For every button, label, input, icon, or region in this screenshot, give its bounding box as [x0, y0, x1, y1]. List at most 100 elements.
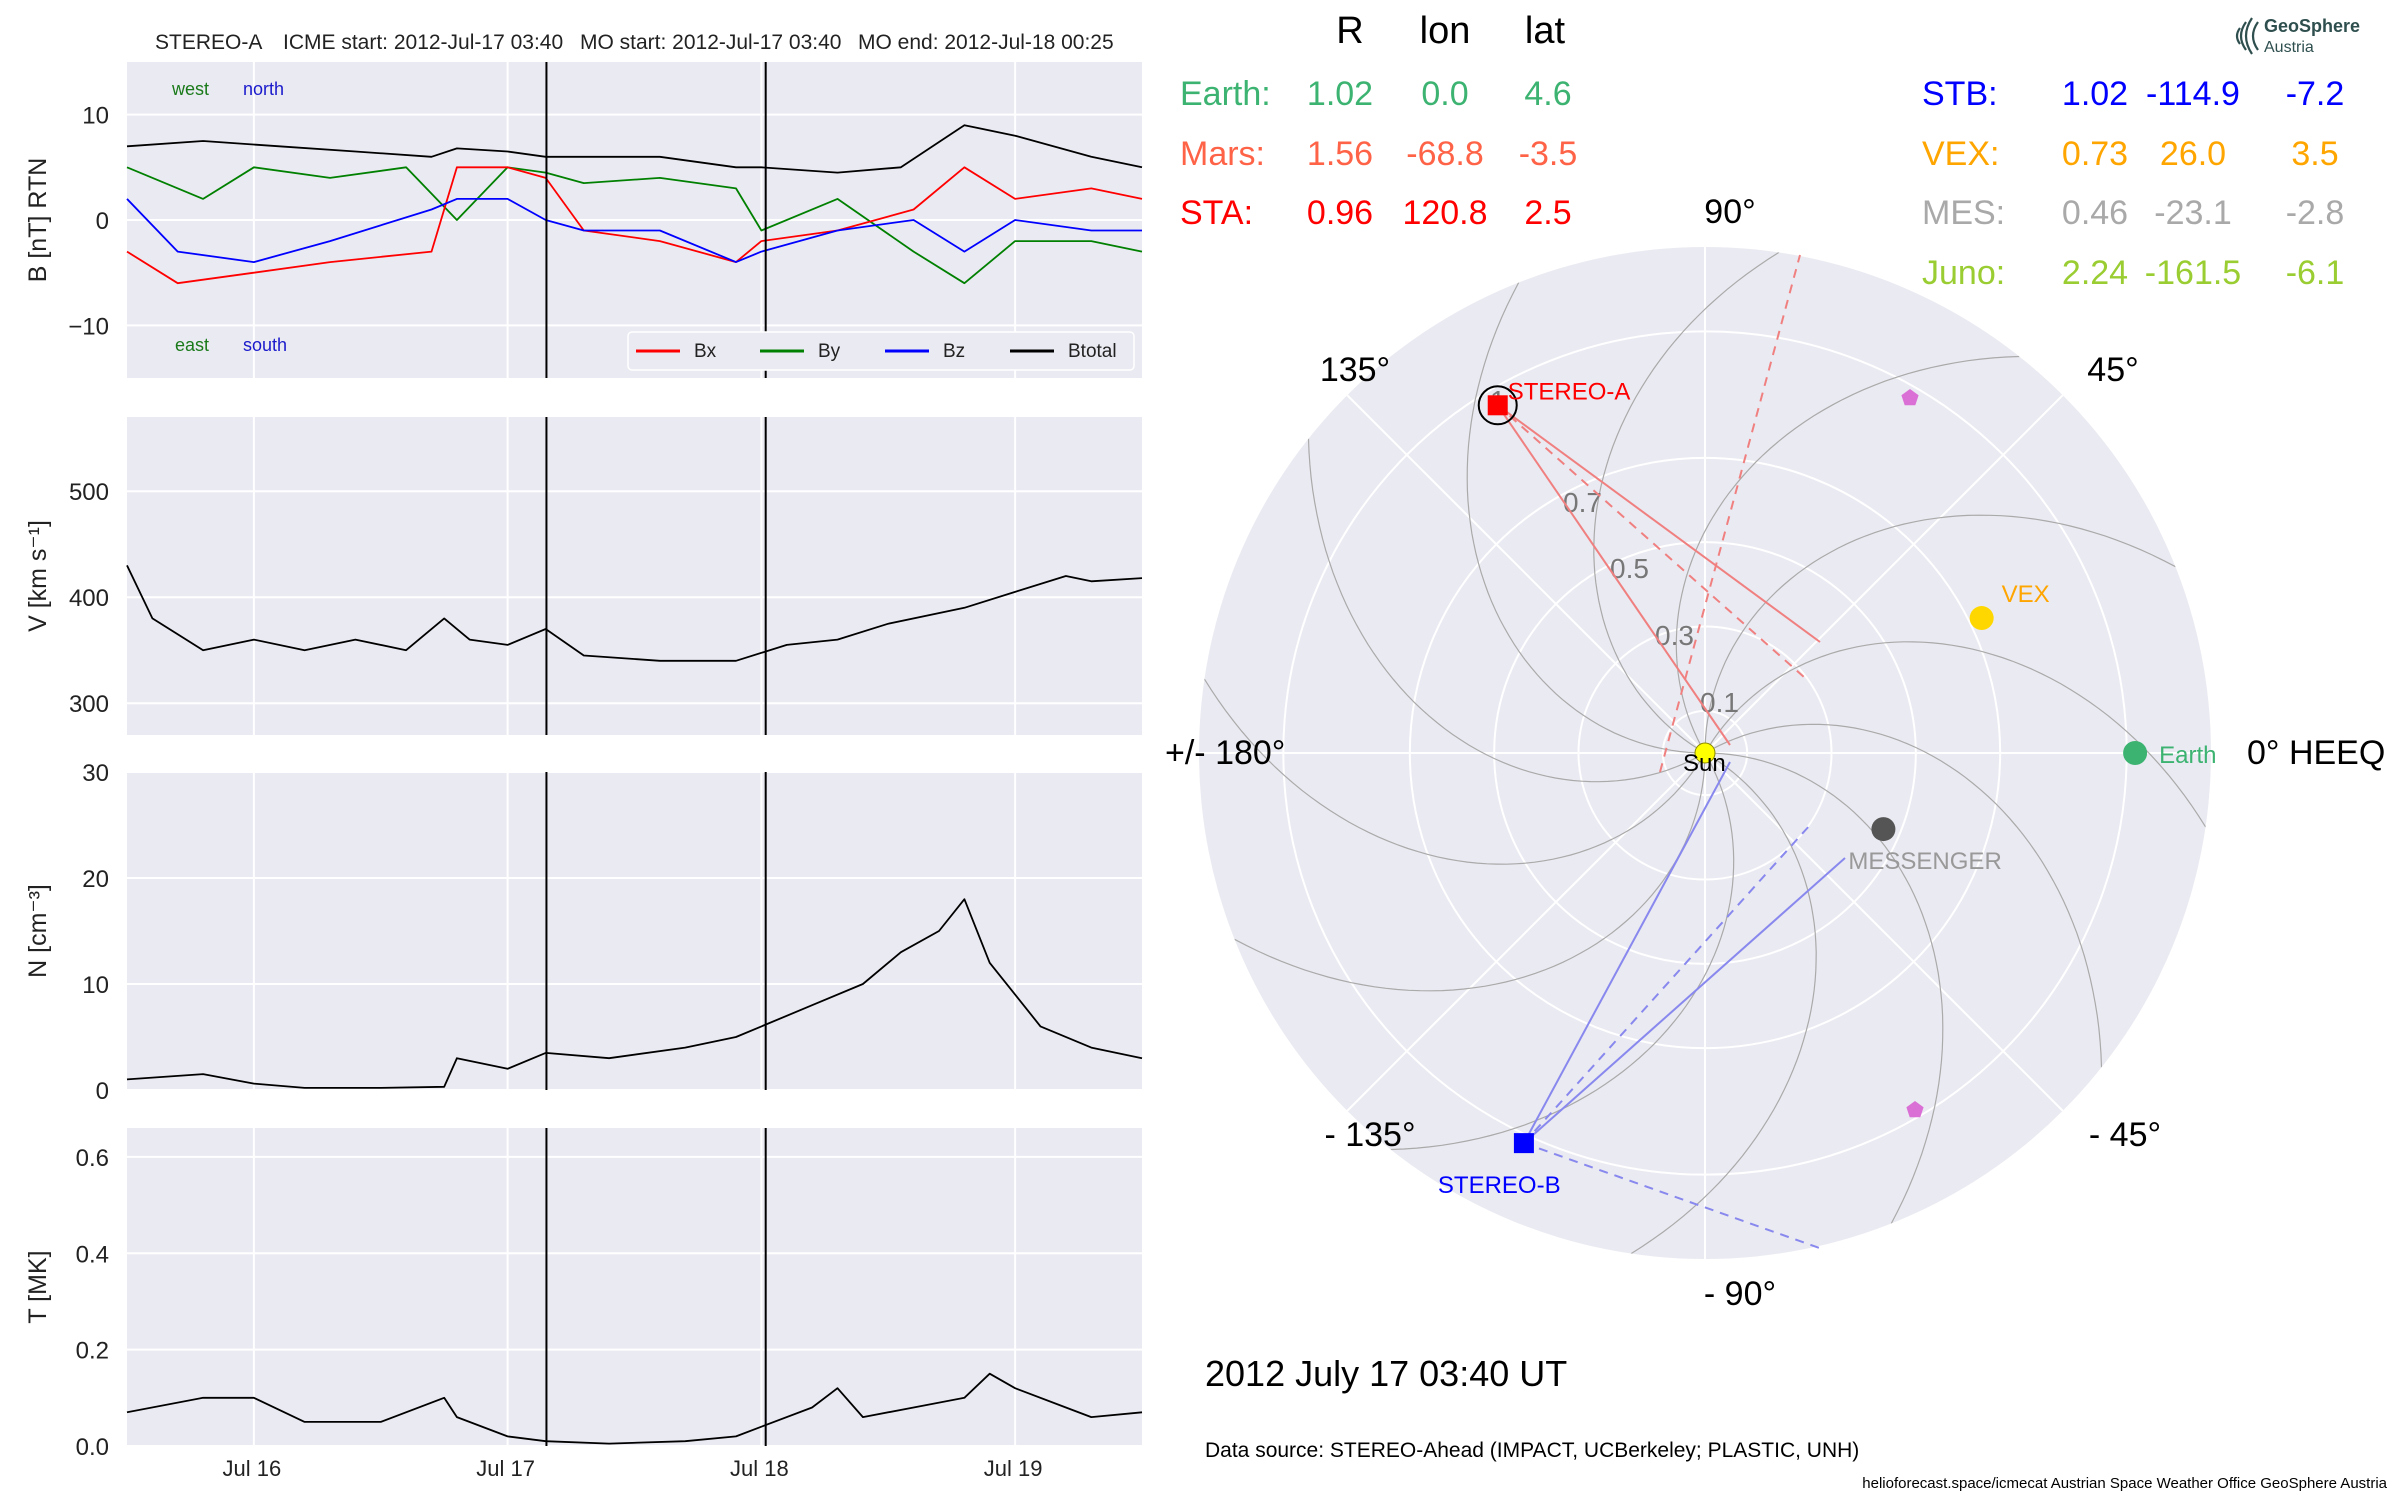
table-right-r: 2.24	[2062, 254, 2128, 292]
series-line-bx	[126, 166, 1143, 285]
table-left-lon: -68.8	[1406, 135, 1484, 173]
table-right-lat: -6.1	[2286, 254, 2345, 292]
body-marker-stereo-b	[1513, 1133, 1534, 1154]
table-right-name: VEX:	[1922, 135, 1999, 173]
header-mo-end: MO end: 2012-Jul-18 00:25	[858, 31, 1114, 54]
spiral-line	[1704, 641, 2207, 828]
juno-marker	[1906, 1101, 1924, 1118]
y-tick-label: 0	[96, 1078, 109, 1105]
table-right-lon: -23.1	[2154, 194, 2232, 232]
table-left-lat: 2.5	[1524, 194, 1571, 232]
annotation-north: north	[243, 79, 284, 99]
legend-box	[627, 331, 1135, 371]
spiral-line	[1203, 678, 1706, 865]
spiral-line	[1234, 752, 1706, 992]
series-line-btotal	[126, 124, 1143, 174]
angle-label: 45°	[2087, 351, 2138, 389]
panel-2: 500 400 300 V [km s⁻¹]	[24, 417, 1143, 735]
table-right-lon: -114.9	[2146, 75, 2240, 113]
body-label-stereo-b: STEREO-B	[1438, 1172, 1561, 1199]
y-tick-label: 0.0	[76, 1434, 109, 1461]
y-tick-label: 20	[82, 866, 109, 893]
y-tick-label: −10	[68, 313, 109, 340]
plot-date: 2012 July 17 03:40 UT	[1205, 1353, 1567, 1394]
series-line-0	[126, 565, 1143, 662]
annotation-east: east	[175, 335, 209, 355]
panel-4: 0.6 0.4 0.2 0.0 T [MK]	[24, 1128, 1143, 1461]
body-marker-earth	[2123, 741, 2148, 765]
x-tick-label: Jul 17	[476, 1456, 535, 1481]
table-left-lon: 0.0	[1421, 75, 1468, 113]
table-left-r: 1.02	[1307, 75, 1373, 113]
table-left-name: Mars:	[1180, 135, 1265, 173]
sta-fov-line	[1496, 404, 1731, 746]
annotation-west: west	[171, 79, 209, 99]
juno-marker	[1901, 389, 1919, 406]
angle-label: - 135°	[1324, 1116, 1415, 1154]
annotation-south: south	[243, 335, 287, 355]
stb-fov-line	[1523, 857, 1846, 1144]
y-tick-label: 300	[69, 691, 109, 718]
table-left-r: 1.56	[1307, 135, 1373, 173]
legend-label-bx: Bx	[694, 341, 717, 362]
x-tick-label: Jul 19	[984, 1456, 1043, 1481]
body-marker-sun	[1694, 742, 1716, 764]
spiral-line	[1675, 355, 2020, 754]
spiral-line	[1704, 723, 2103, 1068]
angle-label: 135°	[1320, 351, 1390, 389]
body-label-earth: Earth	[2159, 742, 2216, 769]
panel-background	[127, 1128, 1142, 1446]
table-right-name: STB:	[1922, 75, 1998, 113]
table-right-lon: 26.0	[2160, 135, 2226, 173]
table-left-name: STA:	[1180, 194, 1253, 232]
table-right-r: 0.46	[2062, 194, 2128, 232]
spiral-line	[1390, 752, 1735, 1151]
header-spacecraft: STEREO-A	[155, 31, 262, 54]
spiral-line	[1704, 514, 2176, 754]
body-label-messenger: MESSENGER	[1848, 848, 2001, 875]
table-right-lat: 3.5	[2291, 135, 2338, 173]
table-right-r: 1.02	[2062, 75, 2128, 113]
y-tick-label: 500	[69, 479, 109, 506]
panel-1: 10 0 −10 B [nT] RTN west north east south Bx By Bz…	[24, 62, 1143, 378]
table-right-name: MES:	[1922, 194, 2005, 232]
time-series-panels: 10 0 −10 B [nT] RTN west north east south Bx By Bz…	[24, 62, 1143, 1481]
series-line-by	[126, 166, 1143, 285]
sta-fov-dashed	[1497, 404, 1806, 679]
logo-text-line1: GeoSphere	[2264, 16, 2360, 36]
table-header-lat: lat	[1525, 10, 1566, 52]
fov-lines	[1496, 254, 1846, 1251]
table-left-name: Earth:	[1180, 75, 1271, 113]
table-left-r: 0.96	[1307, 194, 1373, 232]
footer-credits: helioforecast.space/icmecat Austrian Spa…	[1862, 1475, 2387, 1492]
legend-label-by: By	[818, 341, 841, 362]
body-marker-messenger	[1871, 817, 1896, 842]
table-right-name: Juno:	[1922, 254, 2005, 292]
y-tick-label: 0.6	[76, 1145, 109, 1172]
body-label-sun: Sun	[1683, 750, 1726, 777]
polar-position-plot: 0.10.30.50.7190°135°45°+/- 180°0° HEEQ- …	[1165, 193, 2385, 1313]
header-icme-start: ICME start: 2012-Jul-17 03:40	[283, 31, 563, 54]
body-label-stereo-a: STEREO-A	[1508, 378, 1631, 405]
sta-fov-line	[1497, 404, 1821, 643]
table-left-lat: -3.5	[1519, 135, 1578, 173]
angular-grid-line	[1346, 752, 1706, 1112]
y-axis-label: N [cm⁻³]	[24, 884, 52, 978]
angular-grid-line	[1704, 394, 2064, 754]
panel-background	[127, 772, 1142, 1090]
stb-fov-dashed	[1523, 1142, 1826, 1251]
x-tick-label: Jul 16	[223, 1456, 282, 1481]
body-marker-vex	[1969, 606, 1994, 631]
geosphere-logo: GeoSphere Austria	[2235, 16, 2360, 56]
angular-grid-line	[1346, 394, 1706, 754]
panel-background	[127, 417, 1142, 735]
body-marker-stereo-a	[1487, 395, 1508, 416]
y-tick-label: 30	[82, 760, 109, 787]
y-axis-label: V [km s⁻¹]	[24, 520, 52, 632]
table-left-lat: 4.6	[1524, 75, 1571, 113]
legend-label-bz: Bz	[943, 341, 965, 362]
spiral-line	[1466, 282, 1706, 754]
legend-label-btotal: Btotal	[1068, 341, 1117, 362]
